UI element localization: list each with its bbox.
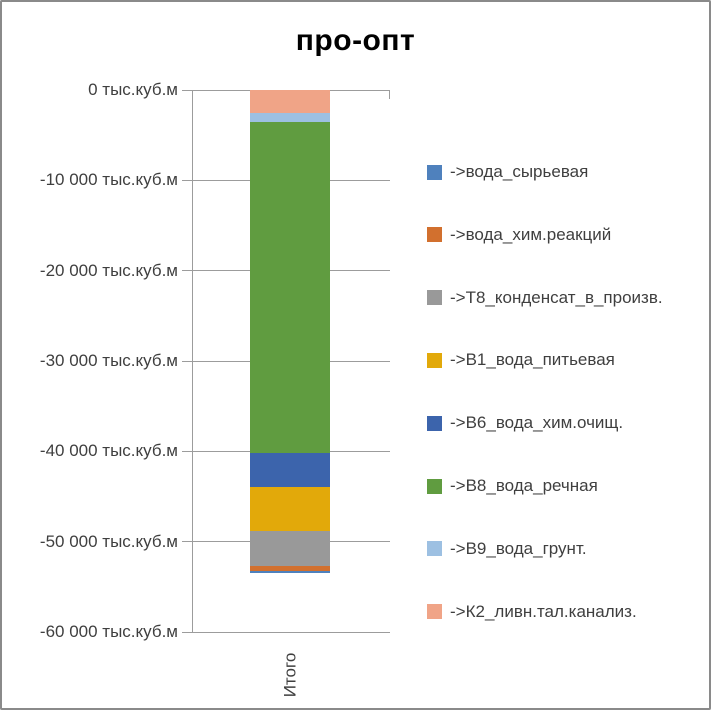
legend-item-4: ->В6_вода_хим.очищ. (427, 413, 624, 433)
y-axis-line (192, 90, 193, 632)
bar-segment--вода-хим-реакций (250, 566, 330, 571)
bar-segment--В1-вода-питьевая (250, 487, 330, 531)
legend-item-7: ->К2_ливн.тал.канализ. (427, 601, 637, 621)
legend-label: ->Т8_конденсат_в_произв. (450, 287, 663, 307)
bar-segment--К2-ливн-тал-канализ- (250, 90, 330, 113)
bar-segment--Т8-конденсат-в-произв- (250, 530, 330, 567)
legend-swatch-icon (427, 164, 442, 180)
y-tick-label: -20 000 тыс.куб.м (39, 260, 178, 280)
legend-item-5: ->В8_вода_речная (427, 476, 598, 495)
legend-swatch-icon (427, 227, 442, 243)
legend-swatch-icon (427, 290, 442, 306)
bar-segment--В8-вода-речная (250, 121, 330, 454)
legend-label: ->В6_вода_хим.очищ. (450, 413, 624, 433)
gridline (182, 631, 390, 633)
bar-segment--В9-вода-грунт- (250, 112, 330, 122)
y-tick-label: -10 000 тыс.куб.м (39, 170, 178, 190)
y-tick-label: -50 000 тыс.куб.м (39, 531, 178, 551)
legend-label: ->вода_сырьевая (450, 162, 589, 181)
legend-swatch-icon (427, 478, 442, 494)
legend-label: ->вода_хим.реакций (450, 224, 612, 244)
legend-label: ->В8_вода_речная (450, 476, 598, 495)
x-category-label: Итого (280, 652, 299, 698)
bar-segment--В6-вода-хим-очищ- (250, 453, 330, 488)
legend-item-0: ->вода_сырьевая (427, 162, 589, 181)
legend-label: ->В1_вода_питьевая (450, 350, 615, 370)
legend-swatch-icon (427, 415, 442, 431)
legend-swatch-icon (427, 604, 442, 620)
legend-item-1: ->вода_хим.реакций (427, 224, 612, 244)
legend-item-6: ->В9_вода_грунт. (427, 538, 587, 558)
category-axis-right-tick (389, 90, 390, 99)
x-axis-category: Итого (270, 640, 310, 708)
chart-title: про-опт (295, 24, 416, 57)
legend-swatch-icon (427, 352, 442, 368)
bar-segment--вода-сырьевая (250, 570, 330, 574)
y-tick-label: -60 000 тыс.куб.м (39, 622, 178, 641)
legend-label: ->К2_ливн.тал.канализ. (450, 601, 637, 621)
legend-label: ->В9_вода_грунт. (450, 538, 587, 558)
legend-swatch-icon (427, 541, 442, 557)
legend-item-3: ->В1_вода_питьевая (427, 350, 615, 370)
y-tick-label: -40 000 тыс.куб.м (39, 441, 178, 461)
legend-item-2: ->Т8_конденсат_в_произв. (427, 287, 663, 307)
y-tick-label: 0 тыс.куб.м (88, 80, 178, 99)
y-tick-label: -30 000 тыс.куб.м (39, 351, 178, 370)
